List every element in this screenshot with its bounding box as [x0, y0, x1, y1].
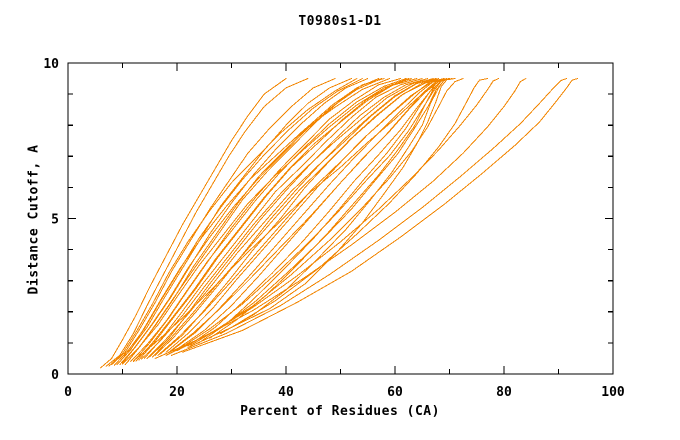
x-tick-label: 0: [64, 385, 72, 400]
series-line: [127, 78, 385, 363]
series-line: [154, 78, 527, 359]
series-line: [143, 78, 423, 359]
series-line: [231, 78, 456, 328]
series-line: [138, 78, 412, 361]
x-tick-label: 100: [601, 385, 625, 400]
series-line: [157, 78, 445, 356]
y-axis-title: Distance Cutoff, A: [26, 144, 42, 295]
series-line: [116, 78, 391, 366]
series-line: [116, 78, 352, 366]
tick-labels-layer: 0 20 40 60 80 100 0 5 10: [43, 57, 625, 400]
series-line: [171, 78, 568, 356]
x-tick-label: 20: [169, 385, 185, 400]
series-line: [190, 78, 453, 346]
series-line: [124, 78, 380, 366]
series-line: [132, 78, 401, 363]
series-line: [171, 78, 448, 352]
y-tick-label: 0: [51, 368, 59, 383]
y-tick-label: 10: [43, 57, 59, 72]
series-line: [122, 78, 410, 365]
series-line: [187, 78, 489, 349]
series-line: [100, 78, 287, 369]
series-line: [165, 78, 500, 356]
series-line: [135, 78, 418, 362]
series-line: [154, 78, 434, 356]
series-line: [108, 78, 358, 367]
series-line: [151, 78, 440, 358]
series-line: [132, 78, 445, 362]
series-line: [176, 78, 464, 352]
series-line: [198, 78, 450, 344]
axes-layer: [67, 62, 614, 375]
x-tick-label: 40: [278, 385, 294, 400]
y-tick-label: 5: [51, 213, 59, 228]
page-title: T0980s1-D1: [298, 14, 382, 29]
series-line: [130, 78, 407, 363]
series-line: [181, 78, 579, 353]
x-tick-label: 80: [496, 385, 512, 400]
series-line: [149, 78, 429, 358]
series-line: [141, 78, 429, 360]
series-line: [179, 78, 450, 349]
x-axis-title: Percent of Residues (CA): [240, 404, 440, 419]
series-line: [119, 78, 382, 366]
series-line: [111, 78, 336, 366]
series-line: [105, 78, 309, 367]
series-line: [165, 78, 445, 353]
series-line: [146, 78, 437, 359]
x-tick-label: 60: [387, 385, 403, 400]
series-layer: [100, 78, 579, 369]
